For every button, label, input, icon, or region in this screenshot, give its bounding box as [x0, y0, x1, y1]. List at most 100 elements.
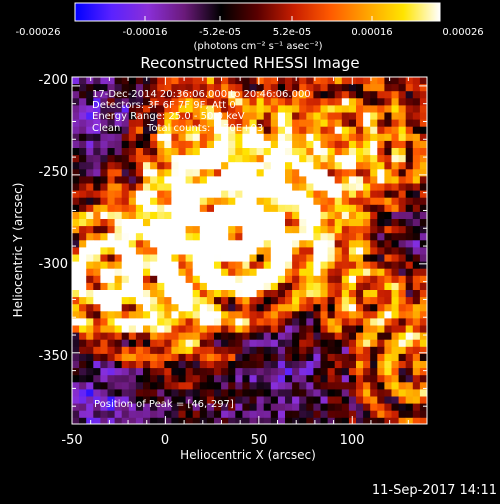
heatmap-cell — [327, 410, 336, 419]
heatmap-cell — [412, 353, 421, 362]
heatmap-cell — [214, 91, 222, 99]
heatmap-cell — [334, 275, 343, 284]
heatmap-cell — [341, 304, 350, 312]
heatmap-cell — [79, 403, 87, 412]
heatmap-cell — [185, 396, 194, 404]
heatmap-cell — [391, 233, 399, 241]
heatmap-cell — [384, 396, 392, 404]
plot-title: Reconstructed RHESSI Image — [140, 54, 359, 72]
heatmap-cell — [157, 77, 165, 85]
heatmap-cell — [228, 204, 236, 213]
heatmap-cell — [341, 233, 350, 241]
heatmap-cell — [334, 261, 343, 270]
heatmap-cell — [157, 382, 165, 390]
heatmap-cell — [171, 318, 179, 326]
heatmap-cell — [143, 91, 151, 99]
heatmap-cell — [348, 318, 357, 326]
heatmap-cell — [356, 126, 364, 135]
heatmap-cell — [157, 133, 165, 142]
heatmap-cell — [79, 410, 87, 419]
heatmap-cell — [185, 375, 194, 383]
heatmap-cell — [320, 304, 328, 312]
heatmap-cell — [412, 290, 421, 298]
heatmap-cell — [292, 290, 300, 298]
heatmap-cell — [384, 325, 392, 333]
heatmap-cell — [72, 176, 80, 184]
heatmap-cell — [292, 268, 300, 277]
heatmap-cell — [256, 297, 265, 305]
heatmap-cell — [206, 169, 215, 177]
heatmap-cell — [263, 268, 272, 277]
heatmap-cell — [185, 140, 194, 149]
heatmap-cell — [256, 226, 265, 234]
heatmap-cell — [334, 304, 343, 312]
heatmap-cell — [277, 77, 286, 85]
heatmap-cell — [143, 119, 151, 128]
heatmap-cell — [228, 254, 236, 262]
heatmap-cell — [135, 240, 144, 248]
heatmap-cell — [143, 169, 151, 177]
heatmap-cell — [270, 190, 279, 199]
heatmap-cell — [235, 148, 243, 156]
heatmap-cell — [377, 346, 385, 355]
heatmap-cell — [348, 325, 357, 333]
heatmap-cell — [292, 410, 300, 419]
heatmap-cell — [121, 112, 130, 120]
heatmap-cell — [334, 105, 343, 113]
heatmap-cell — [221, 183, 229, 191]
heatmap-cell — [121, 119, 130, 128]
heatmap-cell — [256, 353, 265, 362]
heatmap-cell — [121, 183, 130, 191]
heatmap-cell — [128, 77, 137, 85]
heatmap-cell — [192, 226, 201, 234]
heatmap-cell — [228, 77, 236, 85]
heatmap-cell — [199, 84, 208, 92]
heatmap-cell — [327, 290, 336, 298]
heatmap-cell — [377, 290, 385, 298]
y-tick-label: -300 — [38, 257, 68, 272]
heatmap-cell — [398, 247, 407, 255]
heatmap-cell — [135, 98, 144, 106]
heatmap-cell — [214, 389, 222, 397]
heatmap-cell — [214, 204, 222, 213]
heatmap-cell — [398, 219, 407, 227]
heatmap-cell — [228, 297, 236, 305]
heatmap-cell — [150, 382, 158, 390]
heatmap-cell — [306, 332, 314, 341]
heatmap-cell — [143, 368, 151, 376]
y-tick-label: -350 — [38, 349, 68, 364]
heatmap-cell — [356, 84, 364, 92]
heatmap-cell — [128, 361, 137, 369]
heatmap-cell — [398, 339, 407, 348]
heatmap-cell — [299, 417, 307, 424]
heatmap-cell — [341, 84, 350, 92]
heatmap-cell — [405, 169, 414, 177]
heatmap-cell — [185, 233, 194, 241]
heatmap-cell — [363, 126, 371, 135]
heatmap-cell — [100, 140, 108, 149]
heatmap-cell — [249, 297, 257, 305]
heatmap-cell — [299, 148, 307, 156]
heatmap-cell — [391, 84, 399, 92]
heatmap-cell — [86, 204, 94, 213]
heatmap-cell — [370, 368, 378, 376]
heatmap-cell — [384, 375, 392, 383]
heatmap-cell — [263, 353, 272, 362]
heatmap-cell — [114, 311, 123, 319]
heatmap-cell — [100, 226, 108, 234]
colorbar-tick-label: -0.00016 — [123, 27, 168, 38]
heatmap-cell — [320, 133, 328, 142]
heatmap-cell — [334, 389, 343, 397]
heatmap-cell — [221, 98, 229, 106]
heatmap-cell — [235, 417, 243, 424]
heatmap-cell — [114, 204, 123, 213]
heatmap-cell — [419, 382, 427, 390]
heatmap-cell — [221, 368, 229, 376]
heatmap-cell — [185, 410, 194, 419]
heatmap-cell — [306, 261, 314, 270]
heatmap-cell — [320, 204, 328, 213]
heatmap-cell — [199, 339, 208, 348]
heatmap-cell — [412, 119, 421, 128]
heatmap-cell — [320, 275, 328, 284]
heatmap-cell — [93, 261, 101, 270]
